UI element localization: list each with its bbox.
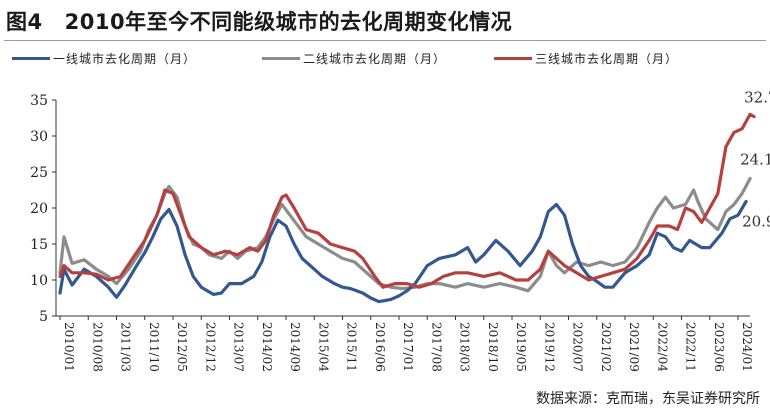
x-tick-label-2013/07: 2013/07 xyxy=(232,322,246,372)
end-value-label-3: 32.7 xyxy=(744,89,770,107)
y-tick-label-5: 5 xyxy=(39,309,48,325)
x-tick-label-2021/02: 2021/02 xyxy=(599,322,613,372)
x-tick-label-2011/10: 2011/10 xyxy=(147,322,161,372)
x-tick-label-2010/08: 2010/08 xyxy=(90,322,104,372)
legend-item-tier3: 三线城市去化周期（月） xyxy=(494,50,678,67)
x-tick-label-2019/12: 2019/12 xyxy=(542,322,556,372)
x-tick-label-2015/11: 2015/11 xyxy=(345,322,359,372)
legend-item-tier1: 一线城市去化周期（月） xyxy=(12,50,196,67)
y-tick-label-10: 10 xyxy=(30,273,48,289)
series-line-3 xyxy=(58,112,756,289)
data-source-note: 数据来源：克而瑞，东吴证券研究所 xyxy=(536,391,760,407)
legend-swatch-tier3 xyxy=(494,57,532,60)
end-value-label-2: 24.1 xyxy=(740,150,770,168)
x-tick-label-2022/11: 2022/11 xyxy=(684,322,698,372)
figure-title: 2010年至今不同能级城市的去化周期变化情况 xyxy=(64,10,513,34)
y-tick-label-20: 20 xyxy=(30,201,48,217)
end-value-label-1: 20.9 xyxy=(742,213,770,231)
x-tick-label-2019/05: 2019/05 xyxy=(514,322,528,372)
figure-number: 图4 xyxy=(6,10,43,34)
chart-title: 图4 2010年至今不同能级城市的去化周期变化情况 xyxy=(6,6,512,36)
x-tick-label-2022/04: 2022/04 xyxy=(655,322,669,372)
title-divider xyxy=(4,40,766,41)
legend-item-tier2: 二线城市去化周期（月） xyxy=(262,50,446,67)
x-tick-label-2011/03: 2011/03 xyxy=(119,322,133,372)
y-tick-label-25: 25 xyxy=(30,165,48,181)
legend: 一线城市去化周期（月） 二线城市去化周期（月） 三线城市去化周期（月） xyxy=(0,50,770,70)
x-tick-label-2014/02: 2014/02 xyxy=(260,322,274,372)
x-tick-label-2018/03: 2018/03 xyxy=(458,322,472,372)
x-tick-label-2020/07: 2020/07 xyxy=(571,322,585,372)
legend-label-tier3: 三线城市去化周期（月） xyxy=(535,52,679,66)
x-tick-label-2017/01: 2017/01 xyxy=(401,322,415,372)
legend-label-tier2: 二线城市去化周期（月） xyxy=(303,52,447,66)
y-tick-label-15: 15 xyxy=(30,237,48,253)
x-tick-label-2015/04: 2015/04 xyxy=(316,322,330,372)
x-tick-label-2016/06: 2016/06 xyxy=(373,322,387,372)
x-tick-label-2010/01: 2010/01 xyxy=(62,322,76,372)
legend-swatch-tier2 xyxy=(262,57,300,60)
x-tick-label-2023/06: 2023/06 xyxy=(712,322,726,372)
x-tick-label-2018/10: 2018/10 xyxy=(486,322,500,372)
x-tick-label-2021/09: 2021/09 xyxy=(627,322,641,372)
legend-label-tier1: 一线城市去化周期（月） xyxy=(53,52,197,66)
x-tick-label-2024/01: 2024/01 xyxy=(740,322,754,372)
x-tick-label-2012/12: 2012/12 xyxy=(203,322,217,372)
x-tick-label-2017/08: 2017/08 xyxy=(429,322,443,372)
y-tick-label-30: 30 xyxy=(30,129,48,145)
x-tick-label-2012/05: 2012/05 xyxy=(175,322,189,372)
legend-swatch-tier1 xyxy=(12,57,50,60)
x-tick-label-2014/09: 2014/09 xyxy=(288,322,302,372)
y-tick-label-35: 35 xyxy=(30,93,48,109)
series-line-1 xyxy=(58,199,748,304)
